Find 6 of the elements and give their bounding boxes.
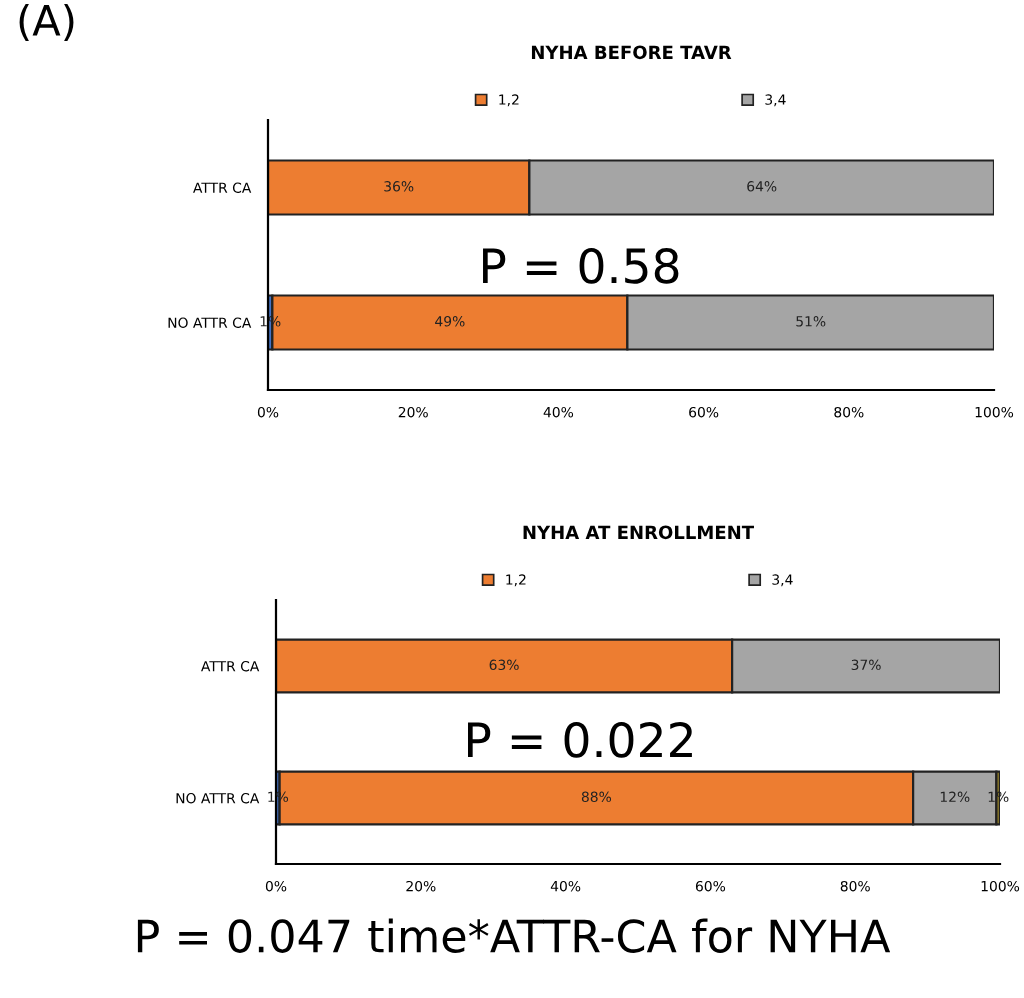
chart-title: NYHA AT ENROLLMENT [523,525,754,540]
annotation: P = 0.58 [483,247,679,284]
text: P = 0.047 time*ATTR-CA for NYHA [137,918,891,953]
text: (A) [19,3,74,41]
chart-title: NYHA BEFORE TAVR [531,45,732,60]
annotation: P = 0.022 [468,721,692,758]
